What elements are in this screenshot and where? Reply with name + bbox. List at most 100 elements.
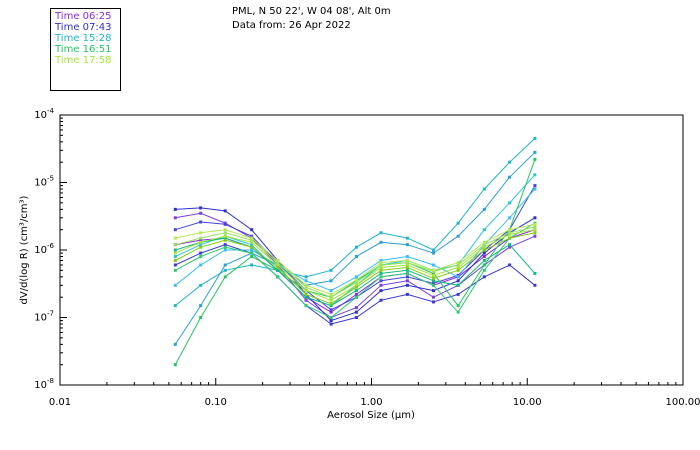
data-point [199, 316, 203, 319]
data-point [276, 268, 280, 272]
data-point [508, 175, 512, 179]
data-point [533, 216, 537, 220]
data-point [223, 228, 227, 232]
data-point [223, 234, 227, 238]
y-tick-label: 10-4 [34, 107, 54, 121]
data-point [379, 271, 383, 275]
data-point [173, 268, 177, 272]
legend-entry-0625: Time 06:25 [55, 11, 112, 22]
data-point [508, 232, 512, 236]
data-point [482, 251, 486, 255]
y-axis-title: dV/d(log R) (cm³/cm³) [19, 195, 30, 304]
data-point [379, 298, 383, 302]
data-point [354, 283, 358, 287]
data-point [379, 279, 383, 283]
data-point [173, 251, 177, 255]
data-point [329, 298, 333, 302]
data-point [173, 263, 177, 267]
data-point [250, 238, 254, 242]
data-point [431, 251, 435, 255]
data-point [431, 289, 435, 293]
data-point [482, 207, 486, 211]
data-point [223, 263, 227, 267]
data-point [173, 304, 177, 308]
data-point [482, 263, 486, 267]
x-tick-label: 0.10 [205, 397, 227, 408]
data-point [533, 157, 537, 161]
data-point [250, 263, 254, 267]
data-point [354, 289, 358, 293]
data-point [482, 243, 486, 247]
data-point [250, 243, 254, 247]
data-point [354, 281, 358, 285]
data-point [199, 231, 203, 235]
data-point [199, 238, 203, 242]
x-axis-title: Aerosol Size (µm) [327, 410, 415, 421]
y-tick-label: 10-7 [34, 310, 54, 324]
data-point [482, 187, 486, 191]
data-point [304, 304, 308, 308]
data-point [199, 236, 203, 240]
data-point [431, 283, 435, 287]
data-point [304, 298, 308, 302]
data-point [456, 279, 460, 283]
data-point [508, 236, 512, 240]
data-point [482, 258, 486, 262]
data-point [456, 266, 460, 270]
data-point [533, 228, 537, 232]
data-point [329, 322, 333, 326]
data-point [304, 285, 308, 289]
y-tick-label: 10-6 [34, 242, 54, 256]
data-point [223, 245, 227, 249]
data-point [250, 236, 254, 240]
data-point [276, 263, 280, 267]
data-point [482, 228, 486, 232]
x-tick-label: 10.00 [513, 397, 542, 408]
data-point [379, 261, 383, 265]
data-point [456, 221, 460, 225]
data-point [482, 248, 486, 252]
data-point [354, 295, 358, 299]
data-point [173, 248, 177, 252]
data-point [173, 258, 177, 262]
data-point [431, 273, 435, 277]
data-point [329, 319, 333, 323]
data-point [354, 275, 358, 279]
data-point [173, 236, 177, 240]
data-point [329, 308, 333, 312]
data-point [508, 231, 512, 235]
data-point [354, 292, 358, 296]
data-point [223, 209, 227, 213]
data-point [304, 283, 308, 287]
data-point [223, 275, 227, 279]
data-point [173, 216, 177, 220]
data-point [223, 222, 227, 226]
data-point [223, 236, 227, 240]
x-tick-label: 1.00 [360, 397, 382, 408]
data-point [405, 275, 409, 279]
data-point [199, 304, 203, 308]
data-point [533, 173, 537, 177]
data-point [482, 255, 486, 259]
data-point [379, 263, 383, 267]
data-point [276, 261, 280, 265]
data-point [508, 216, 512, 220]
data-point [329, 295, 333, 299]
legend-entry-1758: Time 17:58 [55, 55, 112, 66]
data-point [329, 268, 333, 272]
data-point [379, 258, 383, 262]
data-point [223, 231, 227, 235]
data-point [533, 231, 537, 235]
data-point [405, 236, 409, 240]
data-point [431, 248, 435, 252]
y-tick-label: 10-5 [34, 175, 54, 189]
data-point [276, 266, 280, 270]
data-point [533, 222, 537, 226]
data-point [431, 279, 435, 283]
station-info: PML, N 50 22', W 04 08', Alt 0m [232, 6, 391, 17]
data-point [508, 263, 512, 267]
plot-frame [59, 114, 684, 386]
series-line-16:51 [174, 159, 536, 365]
data-point [379, 289, 383, 293]
